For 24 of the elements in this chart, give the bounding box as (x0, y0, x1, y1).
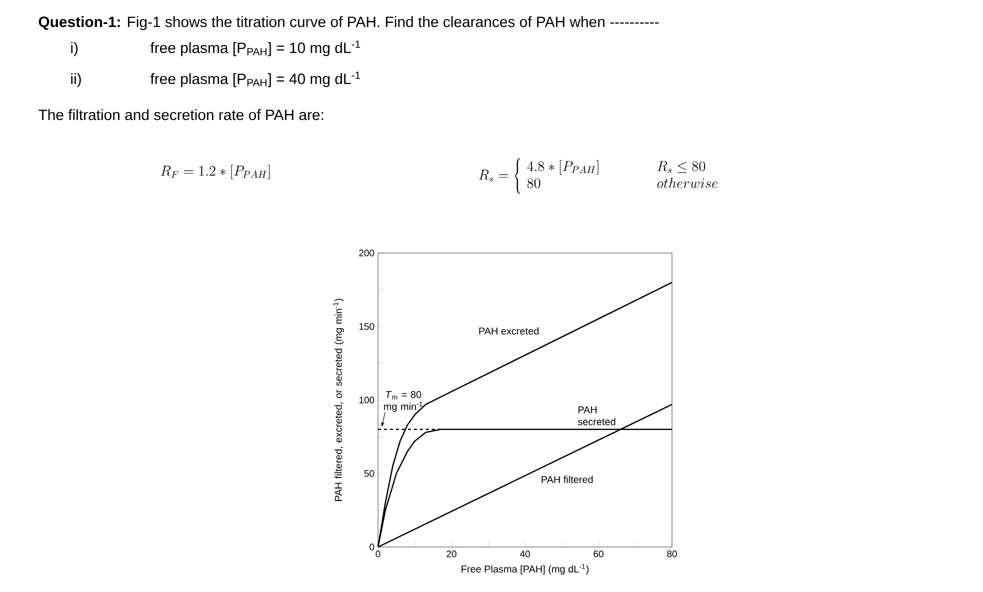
y-tick-label: 0 (370, 544, 374, 550)
y-axis-title: PAH filtered, excreted, or secreted (mg min$^{-1}$) (333, 298, 344, 501)
series-label: PAH secreted (578, 406, 616, 426)
y-tick-label: 50 (364, 470, 374, 477)
text: $R_s = \left\{ \begin{array}{l@{\hspace{2cm}}l} 4.8 * [P_{PAH}] & R_s \le 80 \\ 80 & otherwise \end{array}\right.$ (478, 158, 718, 194)
series-label: PAH filtered (542, 476, 593, 484)
x-axis-title: Free Plasma [PAH] (mg dL$^{-1}$) (462, 564, 589, 575)
ref-line-label: T$_{m}$ = 80 mg min$^{-1}$ (384, 391, 422, 412)
x-tick-label: 0 (376, 550, 380, 558)
series-label: PAH excreted (479, 327, 539, 335)
text: free plasma [P$_{PAH}$] = 10 mg dL$^{-1}$ (150, 40, 360, 56)
x-tick-label: 20 (446, 550, 456, 558)
chart-title: Question-1: Fig-1 shows the titration curve of PAH. Find the clearances of PAH when ---------- (38, 16, 659, 30)
text: The filtration and secretion rate of PAH are: (38, 109, 324, 120)
x-tick-label: 80 (667, 550, 677, 558)
y-tick-label: 200 (359, 250, 374, 256)
text: $R_F = 1.2 * [P_{PAH}]$ (160, 164, 270, 180)
text: i) (71, 42, 78, 56)
x-tick-label: 40 (520, 550, 530, 558)
y-tick-label: 150 (359, 323, 374, 330)
text: ii) (71, 73, 81, 88)
x-tick-label: 60 (594, 550, 604, 558)
text: free plasma [P$_{PAH}$] = 40 mg dL$^{-1}$ (150, 72, 360, 88)
y-tick-label: 100 (359, 396, 374, 404)
